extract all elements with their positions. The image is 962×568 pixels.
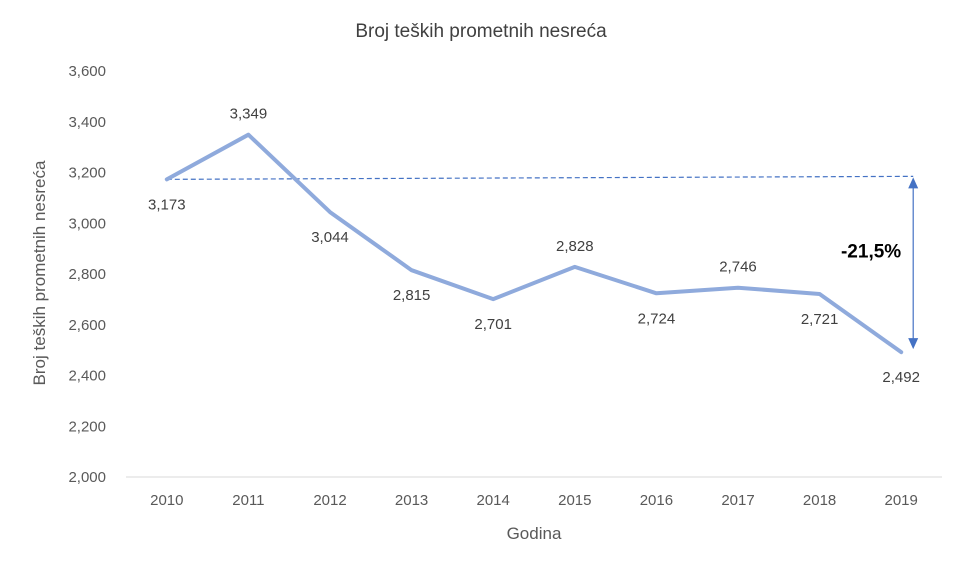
- x-tick-label: 2014: [477, 492, 510, 509]
- x-tick-label: 2016: [640, 492, 673, 509]
- data-label: 3,044: [311, 229, 349, 246]
- y-tick-label: 3,400: [68, 114, 106, 131]
- x-axis-title: Godina: [507, 524, 562, 543]
- y-axis-title: Broj teških prometnih nesreća: [30, 160, 49, 385]
- y-tick-label: 2,800: [68, 266, 106, 283]
- y-tick-label: 2,000: [68, 469, 106, 486]
- x-tick-label: 2017: [721, 492, 754, 509]
- data-label: 2,746: [719, 259, 757, 276]
- y-tick-label: 2,200: [68, 418, 106, 435]
- chart-title: Broj teških prometnih nesreća: [355, 21, 607, 42]
- x-tick-label: 2015: [558, 492, 591, 509]
- reference-dashed-line: [166, 175, 914, 180]
- data-point: [573, 265, 577, 269]
- x-axis-ticks: 2010 2011 2012 2013 2014 2015 2016 2017 2018 2019: [150, 492, 918, 509]
- data-label: 2,701: [474, 316, 512, 333]
- data-point: [818, 292, 822, 296]
- data-label: 3,173: [148, 196, 186, 213]
- y-tick-label: 3,600: [68, 63, 106, 80]
- y-tick-label: 2,600: [68, 317, 106, 334]
- y-tick-label: 3,000: [68, 215, 106, 232]
- data-label: 2,815: [393, 287, 431, 304]
- data-point: [165, 177, 169, 181]
- data-point: [654, 291, 658, 295]
- y-tick-label: 3,200: [68, 165, 106, 182]
- data-label: 2,828: [556, 238, 594, 255]
- data-point: [410, 268, 414, 272]
- data-label: 2,721: [801, 311, 839, 328]
- data-label: 2,492: [882, 369, 920, 386]
- data-point: [736, 286, 740, 290]
- data-point: [899, 350, 903, 354]
- data-point: [491, 297, 495, 301]
- x-tick-label: 2012: [313, 492, 346, 509]
- y-tick-label: 2,400: [68, 368, 106, 385]
- data-label: 2,724: [638, 310, 676, 327]
- data-point: [328, 210, 332, 214]
- x-tick-label: 2018: [803, 492, 836, 509]
- reference-group: [166, 175, 914, 180]
- x-tick-label: 2013: [395, 492, 428, 509]
- y-axis-ticks: 2,000 2,200 2,400 2,600 2,800 3,000 3,200 3,400…: [68, 63, 106, 486]
- x-tick-label: 2011: [232, 492, 264, 509]
- annotation-arrow-head-top: [908, 177, 919, 189]
- data-labels-group: 3,173 3,349 3,044 2,815 2,701 2,828 2,724 2,746…: [148, 106, 920, 386]
- x-tick-label: 2010: [150, 492, 183, 509]
- annotation-label: -21,5%: [841, 241, 901, 262]
- annotation-group: -21,5%: [841, 177, 919, 350]
- x-tick-label: 2019: [885, 492, 918, 509]
- data-point: [246, 133, 250, 137]
- annotation-arrow-head-bottom: [908, 338, 919, 350]
- data-label: 3,349: [230, 106, 268, 123]
- series-line: [164, 132, 904, 355]
- series-group: [164, 132, 904, 355]
